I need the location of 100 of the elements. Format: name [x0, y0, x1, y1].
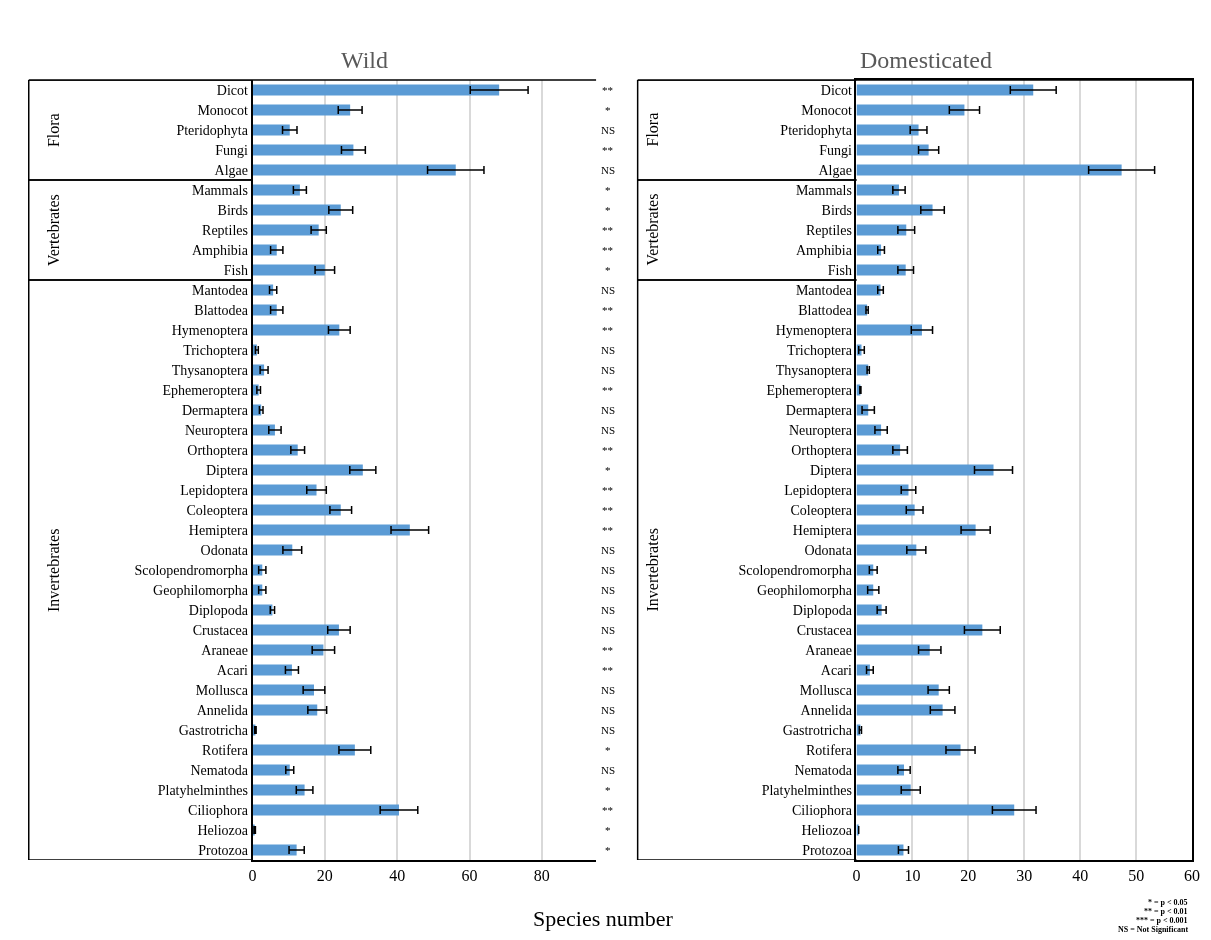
y-tick-label: Araneae — [805, 642, 852, 658]
y-tick-label: Rotifera — [806, 742, 853, 758]
y-tick-label: Monocot — [197, 102, 249, 118]
y-tick-label: Thysanoptera — [775, 362, 853, 378]
text: * — [605, 824, 611, 836]
text: *** = p < 0.001 — [1136, 916, 1188, 925]
text: * — [605, 464, 611, 476]
text: NS — [601, 564, 616, 576]
text: NS = Not Significant — [1118, 925, 1189, 934]
text: NS — [601, 684, 616, 696]
text: Vertebrates — [45, 194, 63, 267]
y-tick-label: Nematoda — [794, 762, 853, 778]
y-tick-label: Algae — [818, 162, 852, 178]
text: NS — [601, 604, 616, 616]
x-tick-label: 60 — [1184, 866, 1201, 884]
y-tick-label: Mollusca — [799, 682, 853, 698]
y-tick-label: Protozoa — [198, 842, 249, 858]
text: ** — [602, 224, 613, 236]
x-tick-label: 80 — [533, 866, 550, 884]
y-tick-label: Heliozoa — [197, 822, 249, 838]
text: NS — [601, 404, 616, 416]
x-tick-label: 0 — [248, 866, 257, 884]
x-tick-label: 20 — [960, 866, 977, 884]
text: Invertebrates — [45, 528, 63, 613]
y-tick-label: Annelida — [800, 702, 853, 718]
x-axis-title: Species number — [533, 906, 674, 931]
text: NS — [601, 584, 616, 596]
text: ** — [602, 324, 613, 336]
y-tick-label: Lepidoptera — [180, 482, 249, 498]
y-tick-label: Amphibia — [191, 242, 249, 258]
y-tick-label: Geophilomorpha — [757, 582, 853, 598]
text: NS — [601, 164, 616, 176]
y-tick-label: Diplopoda — [188, 602, 249, 618]
y-tick-label: Pteridophyta — [176, 122, 249, 138]
y-tick-label: Platyhelminthes — [157, 782, 248, 798]
y-tick-label: Mammals — [795, 182, 852, 198]
x-tick-label: 20 — [316, 866, 333, 884]
y-tick-label: Gastrotricha — [782, 722, 853, 738]
y-tick-label: Scolopendromorpha — [738, 562, 853, 578]
x-tick-label: 0 — [852, 866, 861, 884]
text: * — [605, 204, 611, 216]
y-tick-label: Acari — [820, 662, 853, 678]
y-tick-label: Fish — [827, 262, 852, 278]
chart-title: Wild — [341, 47, 389, 73]
y-tick-label: Algae — [214, 162, 248, 178]
y-tick-label: Odonata — [804, 542, 853, 558]
y-tick-label: Geophilomorpha — [153, 582, 249, 598]
text: NS — [601, 764, 616, 776]
y-tick-label: Trichoptera — [787, 342, 853, 358]
text: ** — [602, 444, 613, 456]
y-tick-label: Ciliophora — [792, 802, 853, 818]
y-tick-label: Rotifera — [202, 742, 249, 758]
text: NS — [601, 704, 616, 716]
y-tick-label: Amphibia — [795, 242, 853, 258]
text: NS — [601, 344, 616, 356]
y-tick-label: Neuroptera — [788, 422, 853, 438]
y-tick-label: Trichoptera — [183, 342, 249, 358]
y-tick-label: Orthoptera — [791, 442, 853, 458]
y-tick-label: Crustacea — [192, 622, 249, 638]
text: ** — [602, 804, 613, 816]
y-tick-label: Monocot — [801, 102, 853, 118]
y-tick-label: Diptera — [809, 462, 853, 478]
y-tick-label: Fungi — [215, 142, 249, 158]
text: * — [605, 844, 611, 856]
y-tick-label: Diplopoda — [792, 602, 853, 618]
text: * — [605, 264, 611, 276]
y-tick-label: Odonata — [200, 542, 249, 558]
y-tick-label: Mammals — [191, 182, 248, 198]
y-tick-label: Gastrotricha — [178, 722, 249, 738]
y-tick-label: Coleoptera — [186, 502, 249, 518]
y-tick-label: Ciliophora — [188, 802, 249, 818]
y-tick-label: Hemiptera — [188, 522, 249, 538]
y-tick-label: Dermaptera — [181, 402, 249, 418]
y-tick-label: Hymenoptera — [775, 322, 853, 338]
text: ** = p < 0.01 — [1144, 907, 1188, 916]
text: NS — [601, 624, 616, 636]
y-tick-label: Coleoptera — [790, 502, 853, 518]
y-tick-label: Platyhelminthes — [761, 782, 852, 798]
text: ** — [602, 664, 613, 676]
y-tick-label: Fungi — [819, 142, 853, 158]
text: Vertebrates — [643, 193, 661, 266]
y-tick-label: Mollusca — [195, 682, 249, 698]
y-tick-label: Nematoda — [190, 762, 249, 778]
y-tick-label: Reptiles — [202, 222, 248, 238]
text: ** — [602, 244, 613, 256]
x-tick-label: 40 — [1072, 866, 1089, 884]
y-tick-label: Neuroptera — [184, 422, 249, 438]
text: ** — [602, 304, 613, 316]
text: NS — [601, 724, 616, 736]
text: Invertebrates — [643, 528, 661, 612]
y-tick-label: Ephemeroptera — [766, 382, 853, 398]
y-tick-label: Birds — [217, 202, 248, 218]
text: NS — [601, 364, 616, 376]
text: ** — [602, 144, 613, 156]
text: * = p < 0.05 — [1148, 898, 1188, 907]
y-tick-label: Orthoptera — [187, 442, 249, 458]
y-tick-label: Reptiles — [806, 222, 852, 238]
x-tick-label: 40 — [389, 866, 406, 884]
text: * — [605, 104, 611, 116]
y-tick-label: Blattodea — [798, 302, 853, 318]
